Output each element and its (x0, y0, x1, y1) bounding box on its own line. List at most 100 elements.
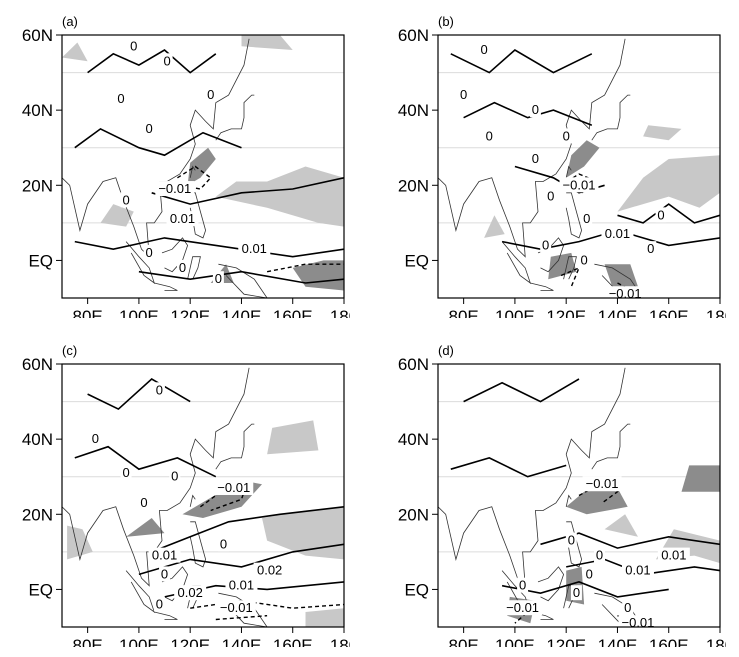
shaded-region (604, 264, 638, 287)
panel-c: 0 0 0 0 0 −0.01 0 0.01 0 0.02 0.02 0.01 −0.01 0 60N 40N… (0, 337, 350, 647)
coastline (438, 367, 626, 587)
contour-label-bg (560, 128, 572, 144)
shaded-region (292, 260, 344, 291)
contour-line (87, 49, 217, 74)
contour-line (151, 506, 344, 553)
contour-label-bg (153, 382, 165, 398)
contour-label: −0.01 (622, 615, 655, 630)
map-area-a: 0 0 0 0 0 −0.01 0 0.01 0.01 0 0 0 60N 40N 20N EQ 80E 100E… (22, 26, 350, 318)
y-tick-label: 20N (398, 176, 429, 195)
x-tick-label: 180 (330, 307, 350, 318)
contour-label: 0 (657, 207, 664, 222)
contour-label-bg (655, 207, 667, 223)
coastline (161, 566, 189, 602)
contour-label: 0 (156, 596, 163, 611)
contour-label: 0 (532, 151, 539, 166)
coastline (189, 521, 207, 568)
panel-d: −0.01 0 0 0.01 0.01 0 0 0 −0.01 0 −0.01 60N 40N 20N EQ… (376, 337, 726, 647)
contour-label-bg (529, 102, 541, 118)
contour-line-negative (177, 165, 212, 190)
y-tick-label: EQ (28, 251, 53, 270)
contour-line (450, 49, 593, 74)
contour-label-bg (565, 532, 577, 548)
shaded-region (566, 140, 600, 178)
contour-label: 0.01 (229, 578, 254, 593)
contour-label: 0 (220, 536, 227, 551)
contour-line (501, 229, 720, 251)
y-tick-label: 20N (398, 505, 429, 524)
contour-label-bg (478, 42, 490, 58)
contour-label: 0 (117, 91, 124, 106)
plot-frame (437, 34, 721, 299)
x-tick-label: 180 (706, 636, 726, 647)
y-tick-label: 60N (22, 355, 53, 374)
contour-label-bg (143, 244, 155, 260)
contour-label: 0 (596, 548, 603, 563)
plot-frame (61, 363, 345, 628)
contour-label-bg (503, 600, 543, 616)
contour-label-bg (605, 286, 645, 298)
coastline (215, 94, 255, 141)
contour-label: −0.01 (220, 600, 253, 615)
x-tick-label: 160E (273, 636, 313, 647)
contour-label-bg (458, 87, 470, 103)
contour-label-bg (161, 53, 173, 69)
contour-line (74, 127, 242, 157)
panel-label: (b) (438, 14, 454, 29)
coastline (565, 165, 572, 178)
contour-label: 0 (179, 260, 186, 275)
plot-frame (437, 363, 721, 628)
contour-label: 0 (573, 585, 580, 600)
contour-label-bg (645, 241, 657, 257)
contour-label: 0 (486, 128, 493, 143)
contour-label-bg (212, 271, 224, 287)
x-tick-label: 120E (546, 636, 586, 647)
x-tick-label: 100E (495, 307, 535, 318)
contour-line (463, 101, 593, 126)
x-tick-label: 160E (649, 307, 689, 318)
coastline (565, 192, 583, 239)
x-tick-label: 80E (449, 636, 479, 647)
contour-label: 0 (624, 600, 631, 615)
shaded-region (100, 204, 134, 227)
y-tick-label: EQ (28, 580, 53, 599)
contour-label-bg (559, 177, 599, 193)
coastline (189, 494, 196, 507)
shaded-region (241, 35, 293, 50)
shaded-region (62, 42, 88, 62)
contour-label: 0 (92, 431, 99, 446)
x-tick-label: 160E (649, 636, 689, 647)
x-tick-label: 80E (449, 307, 479, 318)
contour-label: −0.01 (217, 480, 250, 495)
shaded-region (643, 125, 682, 141)
x-tick-label: 160E (273, 307, 313, 318)
contour-label-bg (594, 547, 606, 563)
contour-label: 0.01 (242, 241, 267, 256)
coastline (563, 256, 577, 280)
contour-label: 0 (122, 192, 129, 207)
shaded-region (187, 147, 216, 186)
contour-label: 0 (519, 578, 526, 593)
contour-label-bg (166, 211, 199, 227)
contour-label-bg (540, 237, 552, 253)
x-tick-label: 140E (222, 307, 262, 318)
shaded-region (267, 420, 319, 455)
contour-line (463, 378, 580, 403)
contour-label-bg (148, 547, 181, 563)
coastline (125, 570, 156, 614)
panel-label: (c) (62, 343, 78, 358)
contour-line-negative (215, 615, 268, 621)
contour-label-bg (545, 188, 557, 204)
x-tick-label: 140E (598, 307, 638, 318)
contour-label-bg (583, 566, 595, 582)
contour-label-bg (578, 252, 590, 268)
contour-label: 0.01 (661, 548, 686, 563)
x-tick-label: 100E (119, 636, 159, 647)
contour-label: 0 (481, 42, 488, 57)
y-tick-label: EQ (404, 251, 429, 270)
contour-line (138, 270, 344, 284)
contour-label-bg (176, 259, 188, 275)
contour-label-bg (238, 241, 271, 257)
